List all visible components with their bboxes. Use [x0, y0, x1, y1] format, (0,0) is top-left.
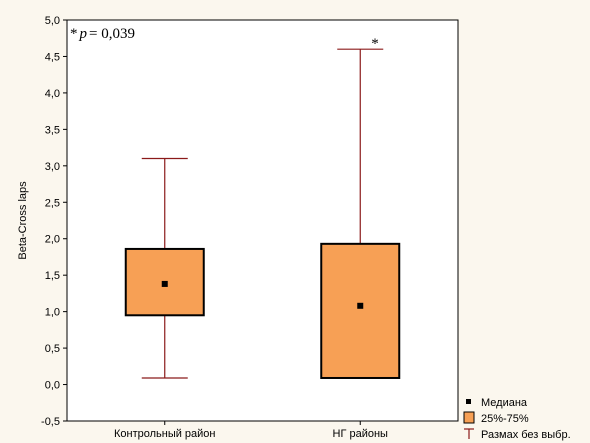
y-tick-label: 0,0	[45, 380, 60, 392]
median-marker	[357, 302, 364, 309]
box-series: *	[124, 36, 401, 379]
box-group: *	[320, 36, 401, 379]
y-tick-label: 1,5	[45, 270, 60, 282]
legend-median-icon	[466, 399, 471, 404]
y-tick-label: 3,0	[45, 161, 60, 173]
p-star: *	[70, 26, 78, 42]
y-tick-label: 5,0	[45, 15, 60, 27]
y-tick-label: 0,5	[45, 343, 60, 355]
y-tick-label: 1,0	[45, 307, 60, 319]
box-group	[124, 157, 205, 379]
y-tick-label: 2,5	[45, 197, 60, 209]
legend: Медиана 25%-75% Размах без выбр.	[463, 397, 571, 441]
y-tick-label: 2,0	[45, 234, 60, 246]
y-tick-label: 4,5	[45, 51, 60, 63]
x-tick-label: НГ районы	[333, 428, 389, 440]
y-tick-label: 4,0	[45, 88, 60, 100]
y-axis: -0,5 0,0 0,5 1,0 1,5 2,0 2,5 3,0 3,5 4,0 4,5 5,0	[41, 15, 67, 428]
p-label: p	[79, 26, 88, 42]
p-value-annotation: * p = 0,039	[70, 26, 135, 42]
y-tick-label: 3,5	[45, 124, 60, 136]
legend-box-icon	[463, 411, 475, 424]
legend-label: 25%-75%	[481, 413, 529, 425]
legend-label: Размах без выбр.	[481, 429, 571, 441]
iqr-box	[320, 242, 401, 379]
y-tick-label: -0,5	[41, 416, 60, 428]
y-axis-label: Beta-Cross laps	[17, 181, 29, 260]
median-marker	[161, 280, 168, 287]
p-value: = 0,039	[89, 26, 135, 42]
x-axis: Контрольный район НГ районы	[114, 421, 388, 440]
significance-star: *	[371, 36, 379, 52]
legend-label: Медиана	[481, 397, 528, 409]
x-tick-label: Контрольный район	[114, 428, 216, 440]
